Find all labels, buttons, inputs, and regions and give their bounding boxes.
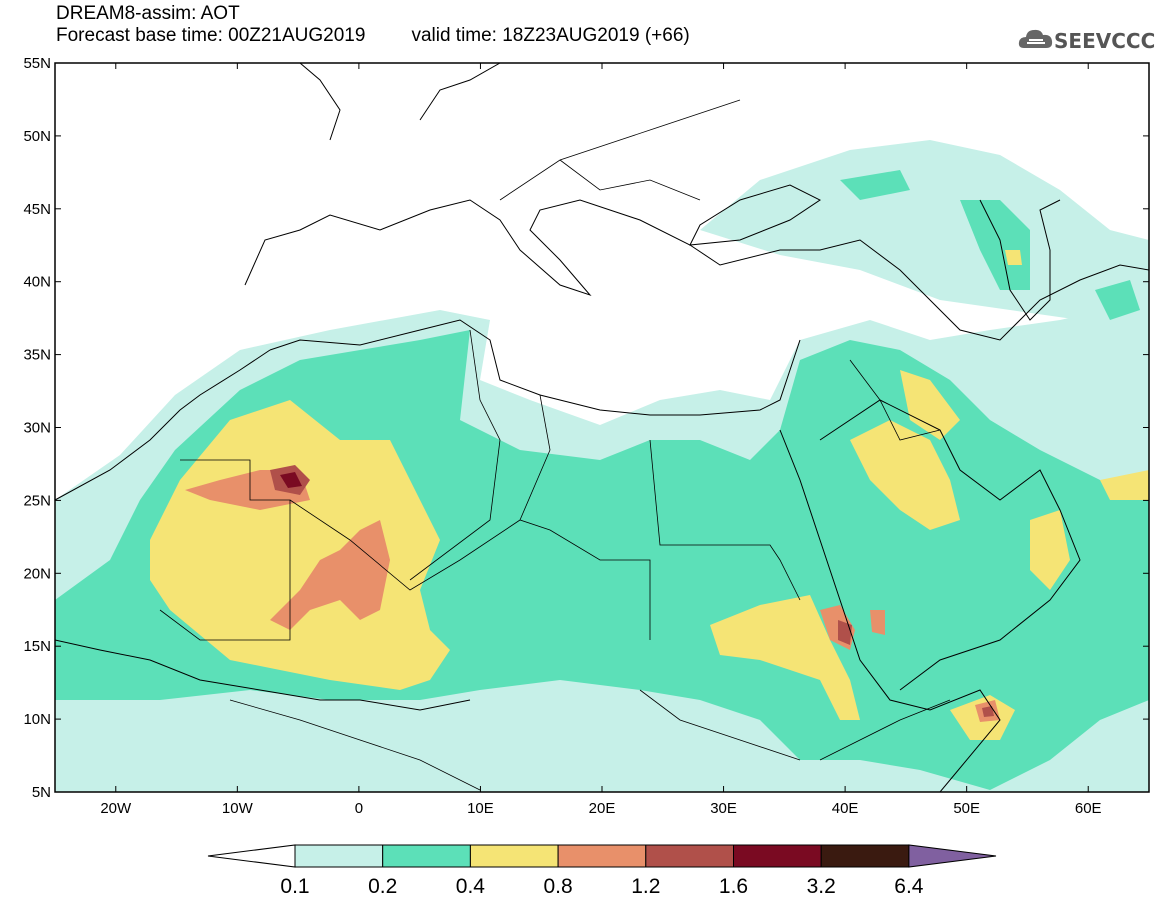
- colorbar-label: 6.4: [894, 875, 924, 898]
- colorbar-label: 1.2: [631, 875, 660, 898]
- country-borders: [159, 99, 951, 791]
- lon-label: 20E: [589, 800, 616, 817]
- colorbar-label: 1.6: [719, 875, 748, 898]
- aot-level-0.4: [150, 250, 1149, 740]
- valid-time: valid time: 18Z23AUG2019 (+66): [411, 25, 690, 46]
- lat-label: 10N: [23, 711, 51, 728]
- lat-label: 40N: [23, 274, 51, 291]
- lat-label: 30N: [23, 420, 51, 437]
- lon-label: 0: [355, 800, 363, 817]
- logo-text: SEEVCCC: [1054, 29, 1156, 53]
- lat-label: 20N: [23, 565, 51, 582]
- lat-label: 35N: [23, 347, 51, 364]
- colorbar-label: 0.4: [456, 875, 486, 898]
- colorbar-label: 0.1: [280, 875, 309, 898]
- lon-label: 40E: [832, 800, 859, 817]
- lat-label: 25N: [23, 492, 51, 509]
- seevccc-logo: SEEVCCC: [1018, 24, 1156, 56]
- longitude-axis: 20W 10W 0 10E 20E 30E 40E 50E 60E: [100, 63, 1102, 817]
- colorbar-label: 3.2: [807, 875, 836, 898]
- lon-label: 20W: [100, 800, 132, 817]
- colorbar-segment: [733, 844, 822, 868]
- colorbar-segment: [645, 844, 734, 868]
- time-info: Forecast base time: 00Z21AUG2019 valid ti…: [56, 26, 690, 46]
- colorbar-under-arrow: [207, 844, 296, 868]
- colorbar-label: 0.8: [543, 875, 572, 898]
- lon-label: 10W: [222, 800, 254, 817]
- lon-label: 60E: [1075, 800, 1102, 817]
- lat-label: 55N: [23, 55, 51, 72]
- colorbar-label: 0.2: [368, 875, 397, 898]
- aot-field: [55, 63, 1149, 792]
- map-title: DREAM8-assim: AOT: [56, 3, 240, 24]
- colorbar-segment: [820, 844, 910, 868]
- cloud-icon: [1018, 29, 1053, 48]
- lon-label: 50E: [953, 800, 980, 817]
- aot-level-1.6: [280, 472, 302, 488]
- lat-label: 5N: [32, 784, 51, 801]
- lon-label: 30E: [710, 800, 737, 817]
- colorbar-over-arrow: [908, 844, 997, 868]
- colorbar: 0.1 0.2 0.4 0.8 1.2 1.6 3.2 6.4: [207, 844, 997, 898]
- colorbar-segment: [294, 844, 384, 868]
- lat-label: 50N: [23, 128, 51, 145]
- coastlines: [55, 63, 1149, 792]
- colorbar-segment: [469, 844, 559, 868]
- latitude-axis: 55N 50N 45N 40N 35N 30N 25N 20N 15N 10N 5N: [23, 55, 1149, 801]
- lat-label: 45N: [23, 201, 51, 218]
- colorbar-segment: [382, 844, 471, 868]
- lon-label: 10E: [467, 800, 494, 817]
- base-time: Forecast base time: 00Z21AUG2019: [56, 25, 366, 46]
- lat-label: 15N: [23, 638, 51, 655]
- colorbar-segment: [557, 844, 647, 868]
